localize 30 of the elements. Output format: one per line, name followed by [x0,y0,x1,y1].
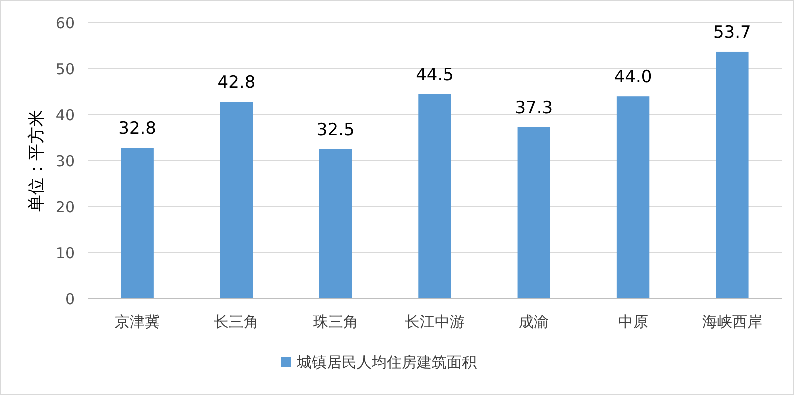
bar [220,102,254,299]
x-tick-label: 珠三角 [313,313,358,331]
y-tick-label: 40 [56,106,75,124]
text: 44.5 [416,65,454,86]
bar [121,148,154,299]
y-axis-title: 单位：平方米 [27,110,47,212]
text: 32.5 [316,120,355,140]
x-tick-label: 京津冀 [115,313,160,331]
text: 44.0 [614,68,652,88]
y-tick-label: 0 [65,290,75,308]
bar [518,127,550,299]
x-tick-label: 中原 [618,313,648,331]
bar [418,94,452,299]
bar [320,150,352,299]
y-tick-label: 50 [56,60,75,78]
text: 53.7 [714,22,752,43]
y-tick-label: 30 [56,152,75,170]
text: 37.3 [515,98,554,118]
bar [716,52,749,299]
text: 32.8 [118,119,156,140]
x-tick-label: 海峡西岸 [702,313,762,331]
x-tick-label: 成渝 [519,313,550,331]
y-tick-label: 10 [56,244,75,262]
legend-label: 城镇居民人均住房建筑面积 [296,353,477,372]
bar [616,96,650,299]
y-tick-label: 60 [56,14,75,32]
x-tick-label: 长江中游 [405,313,465,331]
x-tick-label: 长三角 [214,313,260,331]
y-tick-label: 20 [56,198,75,216]
text: 42.8 [218,73,256,94]
